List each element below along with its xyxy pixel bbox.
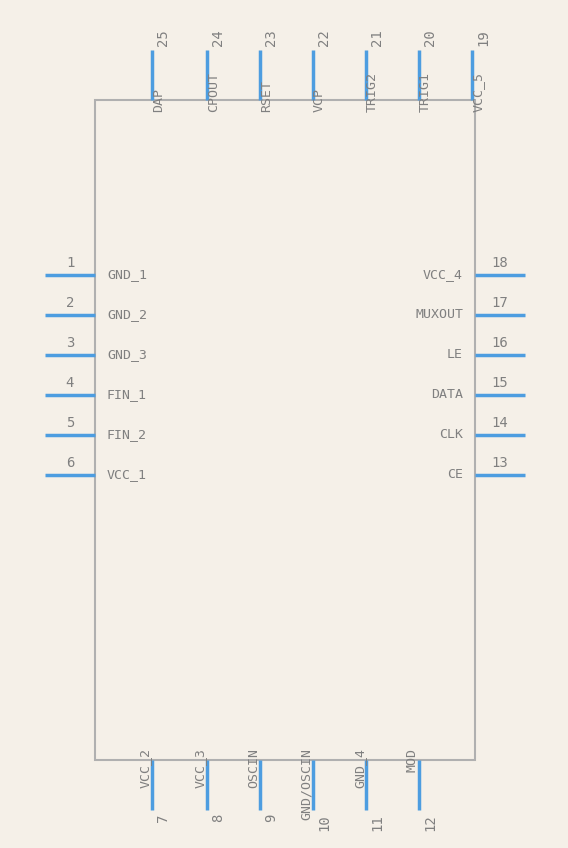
Text: MOD: MOD	[406, 748, 419, 772]
Text: GND_3: GND_3	[107, 349, 147, 361]
Text: 10: 10	[317, 814, 331, 831]
Text: 5: 5	[66, 416, 74, 430]
Text: 3: 3	[66, 336, 74, 350]
Text: 14: 14	[492, 416, 508, 430]
Text: 20: 20	[423, 29, 437, 46]
Text: OSCIN: OSCIN	[247, 748, 260, 788]
Text: 2: 2	[66, 296, 74, 310]
Text: 6: 6	[66, 456, 74, 470]
Text: LE: LE	[447, 349, 463, 361]
Text: 25: 25	[156, 29, 170, 46]
Text: TRIG2: TRIG2	[366, 72, 379, 112]
Text: 16: 16	[492, 336, 508, 350]
Text: VCC_2: VCC_2	[139, 748, 152, 788]
Text: VCP: VCP	[313, 88, 326, 112]
Text: VCC_3: VCC_3	[194, 748, 207, 788]
Text: 11: 11	[370, 814, 384, 831]
Text: 8: 8	[211, 814, 225, 823]
Text: 15: 15	[492, 376, 508, 390]
Text: MUXOUT: MUXOUT	[415, 309, 463, 321]
Text: 7: 7	[156, 814, 170, 823]
Text: CLK: CLK	[439, 428, 463, 442]
Text: GND_1: GND_1	[107, 269, 147, 282]
Text: 1: 1	[66, 256, 74, 270]
Text: DATA: DATA	[431, 388, 463, 401]
Text: 12: 12	[423, 814, 437, 831]
Text: GND_2: GND_2	[107, 309, 147, 321]
Text: FIN_2: FIN_2	[107, 428, 147, 442]
Text: 18: 18	[492, 256, 508, 270]
Text: VCC_5: VCC_5	[472, 72, 485, 112]
Bar	[95, 100, 475, 760]
Text: CPOUT: CPOUT	[207, 72, 220, 112]
Text: 21: 21	[370, 29, 384, 46]
Text: FIN_1: FIN_1	[107, 388, 147, 401]
Text: GND_4: GND_4	[353, 748, 366, 788]
Text: 24: 24	[211, 29, 225, 46]
Text: DAP: DAP	[152, 88, 165, 112]
Text: CE: CE	[447, 468, 463, 482]
Text: 22: 22	[317, 29, 331, 46]
Text: 17: 17	[492, 296, 508, 310]
Text: 9: 9	[264, 814, 278, 823]
Text: 13: 13	[492, 456, 508, 470]
Text: RSET: RSET	[260, 80, 273, 112]
Text: TRIG1: TRIG1	[419, 72, 432, 112]
Text: VCC_4: VCC_4	[423, 269, 463, 282]
Text: VCC_1: VCC_1	[107, 468, 147, 482]
Text: 23: 23	[264, 29, 278, 46]
Text: 4: 4	[66, 376, 74, 390]
Text: GND/OSCIN: GND/OSCIN	[300, 748, 313, 820]
Text: 19: 19	[476, 29, 490, 46]
